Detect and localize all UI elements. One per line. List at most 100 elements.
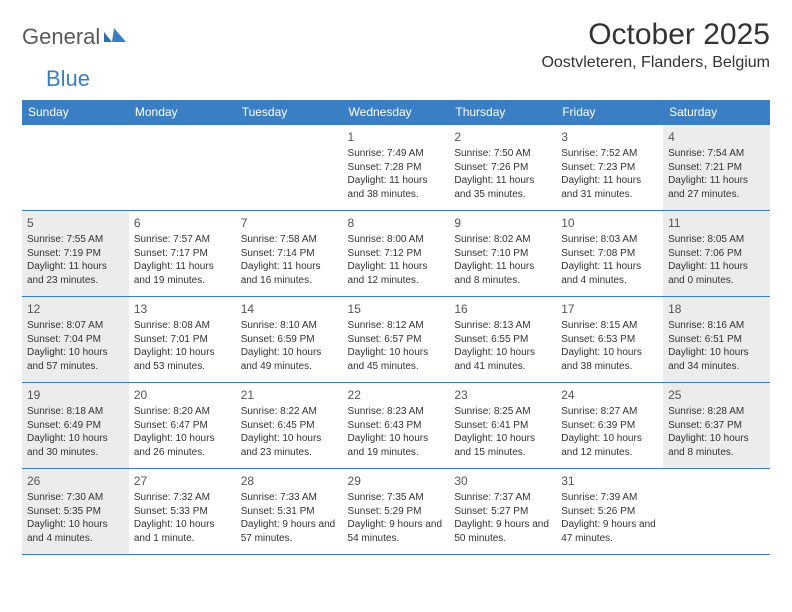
- sunrise-text: Sunrise: 8:28 AM: [668, 405, 765, 419]
- daylight-text: Daylight: 10 hours and 12 minutes.: [561, 432, 658, 459]
- sunset-text: Sunset: 6:57 PM: [348, 333, 445, 347]
- sunrise-text: Sunrise: 7:57 AM: [134, 233, 231, 247]
- sunrise-text: Sunrise: 7:54 AM: [668, 147, 765, 161]
- sunset-text: Sunset: 7:06 PM: [668, 247, 765, 261]
- day-number: 25: [668, 387, 765, 403]
- sunrise-text: Sunrise: 8:25 AM: [454, 405, 551, 419]
- day-number: 6: [134, 215, 231, 231]
- day-cell: 28Sunrise: 7:33 AMSunset: 5:31 PMDayligh…: [236, 469, 343, 555]
- day-header: Thursday: [449, 100, 556, 125]
- sunset-text: Sunset: 6:53 PM: [561, 333, 658, 347]
- week-row: 19Sunrise: 8:18 AMSunset: 6:49 PMDayligh…: [22, 383, 770, 469]
- sunset-text: Sunset: 7:23 PM: [561, 161, 658, 175]
- day-cell: [22, 125, 129, 211]
- daylight-text: Daylight: 11 hours and 35 minutes.: [454, 174, 551, 201]
- day-number: 8: [348, 215, 445, 231]
- day-cell: 3Sunrise: 7:52 AMSunset: 7:23 PMDaylight…: [556, 125, 663, 211]
- daylight-text: Daylight: 11 hours and 12 minutes.: [348, 260, 445, 287]
- sunrise-text: Sunrise: 8:23 AM: [348, 405, 445, 419]
- month-title: October 2025: [541, 18, 770, 52]
- day-header-row: Sunday Monday Tuesday Wednesday Thursday…: [22, 100, 770, 125]
- day-header: Tuesday: [236, 100, 343, 125]
- daylight-text: Daylight: 10 hours and 4 minutes.: [27, 518, 124, 545]
- logo: General: [22, 18, 128, 50]
- sunset-text: Sunset: 6:51 PM: [668, 333, 765, 347]
- daylight-text: Daylight: 10 hours and 15 minutes.: [454, 432, 551, 459]
- calendar-table: Sunday Monday Tuesday Wednesday Thursday…: [22, 100, 770, 555]
- day-cell: 14Sunrise: 8:10 AMSunset: 6:59 PMDayligh…: [236, 297, 343, 383]
- day-cell: 1Sunrise: 7:49 AMSunset: 7:28 PMDaylight…: [343, 125, 450, 211]
- day-header: Monday: [129, 100, 236, 125]
- day-number: 10: [561, 215, 658, 231]
- daylight-text: Daylight: 11 hours and 16 minutes.: [241, 260, 338, 287]
- sunset-text: Sunset: 5:29 PM: [348, 505, 445, 519]
- daylight-text: Daylight: 10 hours and 57 minutes.: [27, 346, 124, 373]
- day-number: 29: [348, 473, 445, 489]
- day-cell: 31Sunrise: 7:39 AMSunset: 5:26 PMDayligh…: [556, 469, 663, 555]
- sunset-text: Sunset: 7:08 PM: [561, 247, 658, 261]
- day-number: 4: [668, 129, 765, 145]
- daylight-text: Daylight: 10 hours and 30 minutes.: [27, 432, 124, 459]
- sunset-text: Sunset: 6:59 PM: [241, 333, 338, 347]
- sunrise-text: Sunrise: 7:30 AM: [27, 491, 124, 505]
- day-cell: 4 Sunrise: 7:54 AMSunset: 7:21 PMDaylight…: [663, 125, 770, 211]
- daylight-text: Daylight: 11 hours and 4 minutes.: [561, 260, 658, 287]
- day-cell: [663, 469, 770, 555]
- daylight-text: Daylight: 11 hours and 27 minutes.: [668, 174, 765, 201]
- day-cell: 18Sunrise: 8:16 AMSunset: 6:51 PMDayligh…: [663, 297, 770, 383]
- day-number: 16: [454, 301, 551, 317]
- sunrise-text: Sunrise: 7:50 AM: [454, 147, 551, 161]
- sunset-text: Sunset: 6:41 PM: [454, 419, 551, 433]
- daylight-text: Daylight: 9 hours and 54 minutes.: [348, 518, 445, 545]
- sunset-text: Sunset: 7:12 PM: [348, 247, 445, 261]
- sunrise-text: Sunrise: 8:12 AM: [348, 319, 445, 333]
- sunrise-text: Sunrise: 8:02 AM: [454, 233, 551, 247]
- day-number: 31: [561, 473, 658, 489]
- day-header: Friday: [556, 100, 663, 125]
- day-number: 18: [668, 301, 765, 317]
- day-number: 17: [561, 301, 658, 317]
- day-cell: 22Sunrise: 8:23 AMSunset: 6:43 PMDayligh…: [343, 383, 450, 469]
- daylight-text: Daylight: 10 hours and 23 minutes.: [241, 432, 338, 459]
- day-cell: 26Sunrise: 7:30 AMSunset: 5:35 PMDayligh…: [22, 469, 129, 555]
- daylight-text: Daylight: 10 hours and 41 minutes.: [454, 346, 551, 373]
- day-number: 12: [27, 301, 124, 317]
- day-cell: 10Sunrise: 8:03 AMSunset: 7:08 PMDayligh…: [556, 211, 663, 297]
- day-number: 22: [348, 387, 445, 403]
- daylight-text: Daylight: 10 hours and 34 minutes.: [668, 346, 765, 373]
- day-number: 13: [134, 301, 231, 317]
- day-cell: 16Sunrise: 8:13 AMSunset: 6:55 PMDayligh…: [449, 297, 556, 383]
- sunrise-text: Sunrise: 7:52 AM: [561, 147, 658, 161]
- sunrise-text: Sunrise: 7:49 AM: [348, 147, 445, 161]
- sunrise-text: Sunrise: 7:32 AM: [134, 491, 231, 505]
- sunset-text: Sunset: 5:31 PM: [241, 505, 338, 519]
- sunrise-text: Sunrise: 7:35 AM: [348, 491, 445, 505]
- day-number: 21: [241, 387, 338, 403]
- day-cell: 29 Sunrise: 7:35 AMSunset: 5:29 PMDayligh…: [343, 469, 450, 555]
- sunset-text: Sunset: 5:26 PM: [561, 505, 658, 519]
- sunset-text: Sunset: 7:21 PM: [668, 161, 765, 175]
- sunrise-text: Sunrise: 7:58 AM: [241, 233, 338, 247]
- day-cell: 7Sunrise: 7:58 AMSunset: 7:14 PMDaylight…: [236, 211, 343, 297]
- logo-mark-icon: [104, 26, 126, 49]
- sunrise-text: Sunrise: 7:37 AM: [454, 491, 551, 505]
- sunrise-text: Sunrise: 8:00 AM: [348, 233, 445, 247]
- day-cell: 6Sunrise: 7:57 AMSunset: 7:17 PMDaylight…: [129, 211, 236, 297]
- daylight-text: Daylight: 10 hours and 1 minute.: [134, 518, 231, 545]
- day-cell: 25Sunrise: 8:28 AMSunset: 6:37 PMDayligh…: [663, 383, 770, 469]
- day-cell: 9Sunrise: 8:02 AMSunset: 7:10 PMDaylight…: [449, 211, 556, 297]
- daylight-text: Daylight: 10 hours and 45 minutes.: [348, 346, 445, 373]
- day-number: 11: [668, 215, 765, 231]
- sunset-text: Sunset: 6:49 PM: [27, 419, 124, 433]
- day-number: 3: [561, 129, 658, 145]
- day-number: 23: [454, 387, 551, 403]
- day-number: 30: [454, 473, 551, 489]
- daylight-text: Daylight: 10 hours and 53 minutes.: [134, 346, 231, 373]
- sunset-text: Sunset: 6:37 PM: [668, 419, 765, 433]
- day-number: 9: [454, 215, 551, 231]
- sunset-text: Sunset: 6:45 PM: [241, 419, 338, 433]
- sunrise-text: Sunrise: 8:07 AM: [27, 319, 124, 333]
- daylight-text: Daylight: 10 hours and 49 minutes.: [241, 346, 338, 373]
- day-cell: 19Sunrise: 8:18 AMSunset: 6:49 PMDayligh…: [22, 383, 129, 469]
- day-cell: 17Sunrise: 8:15 AMSunset: 6:53 PMDayligh…: [556, 297, 663, 383]
